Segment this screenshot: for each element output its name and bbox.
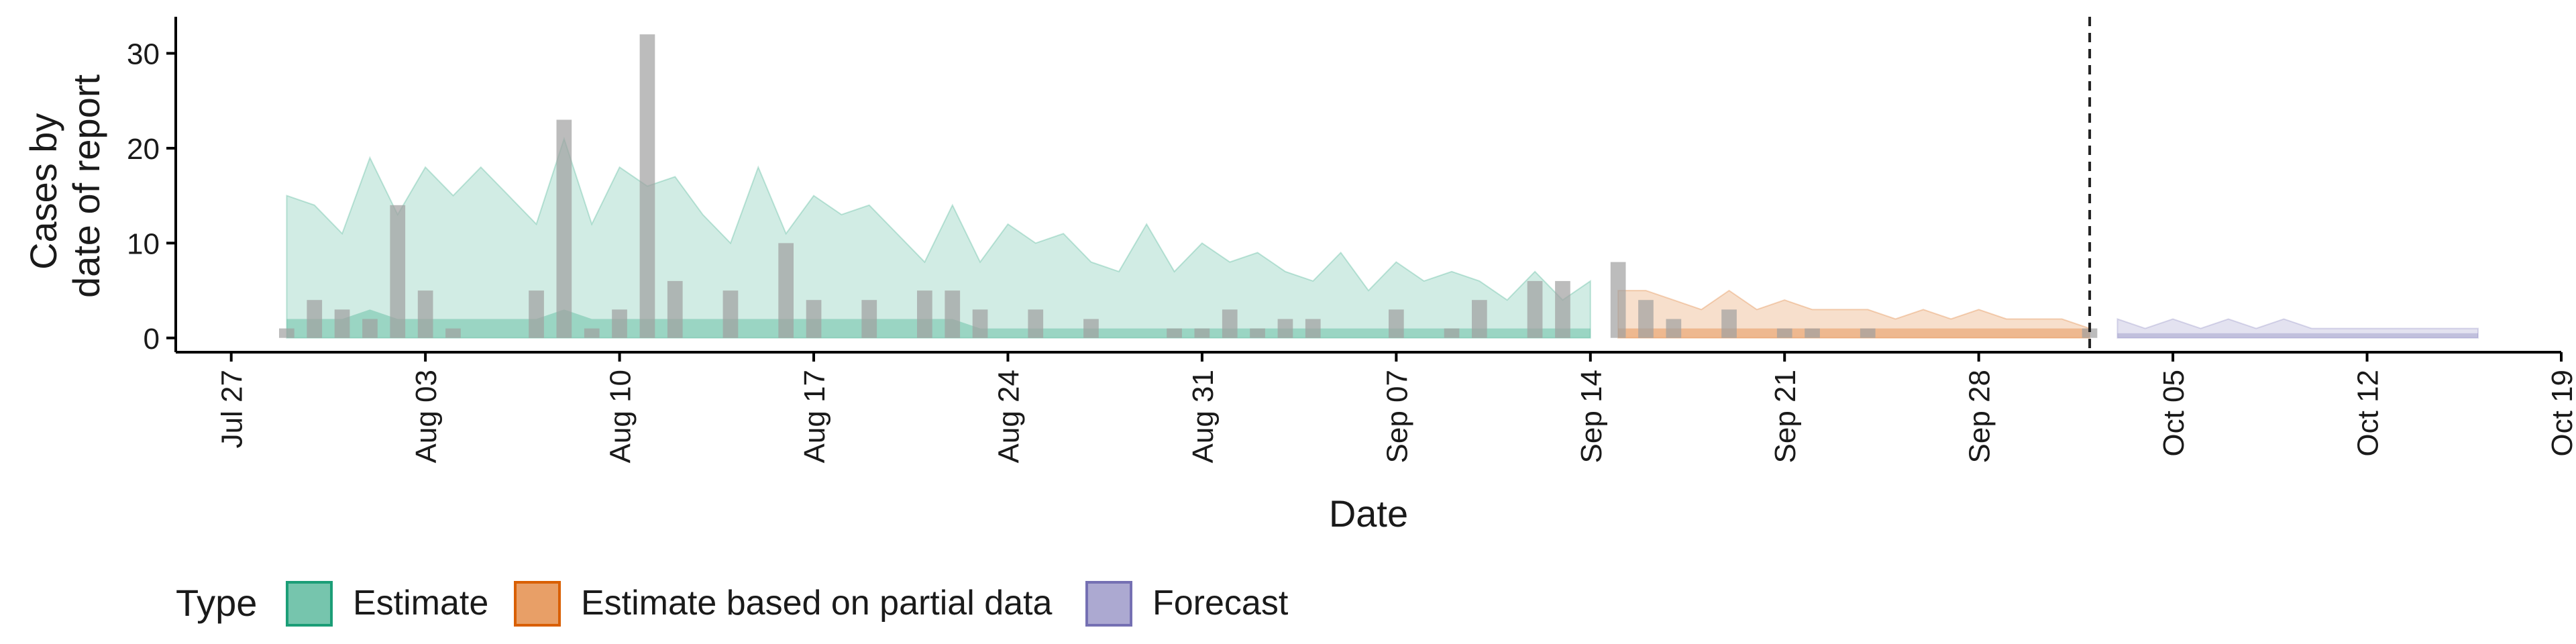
legend-label: Estimate based on partial data (581, 584, 1053, 623)
x-tick-label: Aug 31 (1187, 370, 1220, 463)
reported-case-bar (529, 290, 544, 338)
reported-case-bar (1527, 280, 1543, 338)
x-axis-label: Date (1329, 492, 1408, 535)
reported-case-bar (1194, 328, 1210, 338)
reported-case-bar (1389, 309, 1404, 338)
legend: Type Estimate Estimate based on partial d… (176, 581, 1289, 627)
reported-case-bar (1666, 319, 1682, 338)
x-tick-label: Aug 10 (604, 370, 637, 463)
legend-label: Estimate (353, 584, 488, 623)
plot-area: 0 10 20 30 Jul 27 Aug 03 Aug 10 Aug 17 Aug 24 Au… (127, 17, 2576, 463)
reported-case-bar (1472, 300, 1487, 338)
reported-case-bar (1860, 328, 1876, 338)
legend-swatch (1085, 581, 1132, 627)
reported-case-bar (612, 309, 627, 338)
reported-case-bar (307, 300, 323, 338)
uncertainty-bands (286, 136, 2479, 339)
legend-label: Forecast (1152, 584, 1289, 623)
x-tick-label: Oct 05 (2157, 370, 2190, 457)
reported-case-bar (334, 309, 350, 338)
reported-case-bar (1555, 280, 1570, 338)
reported-case-bar (1805, 328, 1820, 338)
reported-case-bar (584, 328, 600, 338)
reported-case-bar (945, 290, 961, 338)
axes: 0 10 20 30 Jul 27 Aug 03 Aug 10 Aug 17 Aug 24 Au… (127, 17, 2576, 463)
y-tick-label: 30 (127, 38, 160, 71)
y-axis-ticks: 0 10 20 30 (127, 38, 176, 356)
reported-case-bar (972, 309, 988, 338)
reported-case-bar (806, 300, 822, 338)
estimate-outer-band (286, 136, 1591, 339)
legend-title: Type (176, 582, 257, 624)
legend-swatch (286, 581, 333, 627)
x-tick-label: Sep 14 (1575, 370, 1608, 463)
reported-case-bar (778, 243, 794, 338)
x-tick-label: Sep 07 (1381, 370, 1413, 463)
x-axis-ticks: Jul 27 Aug 03 Aug 10 Aug 17 Aug 24 Aug 31 Sep … (216, 352, 2576, 463)
reported-case-bar (417, 290, 433, 338)
reported-case-bar (722, 290, 739, 338)
forecast-inner-band (2117, 333, 2478, 338)
y-axis-label-line-2: date of report (65, 74, 107, 299)
reported-case-bar (2082, 328, 2098, 338)
reported-case-bar (1028, 309, 1044, 338)
reported-case-bar (1638, 300, 1654, 338)
reported-case-bar (1250, 328, 1265, 338)
reported-case-bar (1167, 328, 1182, 338)
reported-case-bar (445, 328, 461, 338)
reported-case-bar (1222, 309, 1238, 338)
legend-items: Estimate Estimate based on partial data Fo… (286, 581, 1289, 627)
x-tick-label: Aug 03 (410, 370, 443, 463)
x-tick-label: Aug 24 (992, 370, 1025, 463)
reported-case-bar (861, 300, 877, 338)
x-tick-label: Oct 12 (2352, 370, 2385, 457)
reported-case-bar (1721, 309, 1737, 338)
reported-case-bar (556, 119, 572, 338)
y-tick-label: 10 (127, 227, 160, 260)
reported-case-bar (362, 319, 378, 338)
reported-case-bar (1610, 262, 1626, 338)
x-tick-label: Jul 27 (216, 370, 249, 448)
reported-case-bar (1444, 328, 1460, 338)
x-tick-label: Oct 19 (2546, 370, 2576, 457)
x-tick-label: Sep 21 (1769, 370, 1802, 463)
y-axis-label-line-1: Cases by (22, 113, 64, 270)
reported-case-bar (390, 205, 406, 338)
legend-swatch (514, 581, 561, 627)
reported-case-bar (639, 34, 655, 338)
x-tick-label: Aug 17 (798, 370, 831, 463)
reported-case-bar (279, 328, 294, 338)
reported-case-bar (1083, 319, 1099, 338)
forecast-outer-band (2116, 318, 2479, 339)
x-tick-label: Sep 28 (1964, 370, 1996, 463)
reported-case-bar (1305, 319, 1321, 338)
reported-case-bar (1776, 328, 1792, 338)
reported-case-bar (667, 280, 683, 338)
y-axis-label: Cases by date of report (22, 74, 107, 299)
reported-case-bars (279, 34, 2098, 338)
reported-case-bar (1277, 319, 1293, 338)
y-tick-label: 20 (127, 133, 160, 166)
estimate-based-on-partial-data-inner-band (1618, 328, 2090, 338)
y-tick-label: 0 (144, 323, 160, 356)
reported-case-bar (917, 290, 932, 338)
